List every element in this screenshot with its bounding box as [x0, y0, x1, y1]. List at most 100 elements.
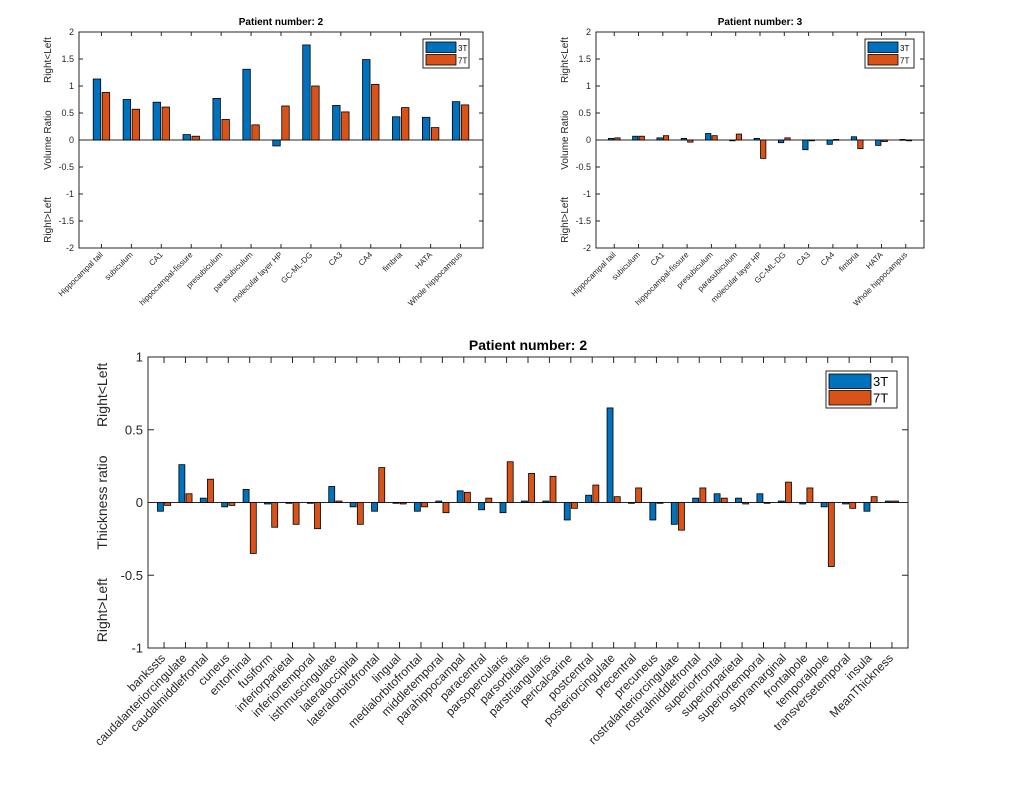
chart-bottom: Patient number: 2 1 0.5 0 -0.5 -1 Right<Left Th…	[92, 337, 909, 749]
legend-swatch-3t	[828, 373, 872, 389]
y-tick-label: -1	[583, 189, 591, 199]
bar-3t	[221, 502, 229, 508]
x-tick-label: HATA	[864, 250, 885, 271]
y-tick-label: 0.5	[125, 422, 143, 437]
bar-3t	[478, 502, 485, 511]
bar-7t	[311, 85, 320, 141]
bar-3t	[850, 136, 858, 141]
y-axis-label-upper: Right<Left	[560, 37, 571, 83]
bar-3t	[242, 68, 251, 141]
y-axis-label-upper: Right<Left	[43, 37, 54, 83]
legend-label-3t: 3T	[900, 44, 909, 53]
y-axis-label: Volume Ratio	[43, 110, 54, 170]
bar-7t	[763, 502, 771, 504]
y-tick-label: 1.5	[578, 54, 591, 64]
legend-label-7t: 7T	[873, 390, 888, 405]
x-tick-label: CA3	[795, 250, 813, 268]
bar-3t	[713, 493, 721, 503]
bar-3t	[302, 44, 311, 141]
y-tick-label: 0	[586, 135, 591, 145]
bar-7t	[335, 500, 343, 503]
chart-top-right: Patient number: 3 2 1.5 1 0.5 0 -0.5 -1 -1.5 -2 Ri…	[560, 17, 925, 308]
chart-title: Patient number: 2	[469, 337, 587, 353]
bar-3t	[705, 133, 712, 141]
y-tick-label: 2	[69, 27, 74, 37]
bar-3t	[272, 139, 281, 147]
bar-3t	[421, 116, 431, 141]
y-tick-label: -1.5	[58, 216, 74, 226]
legend-swatch-3t	[425, 41, 457, 53]
bar-3t	[820, 502, 828, 508]
bar-3t	[863, 502, 871, 512]
bar-3t	[199, 497, 207, 503]
y-tick-label: -1	[131, 641, 143, 656]
bar-7t	[784, 137, 791, 141]
bar-3t	[777, 500, 785, 503]
bar-3t	[899, 139, 906, 141]
bar-7t	[401, 107, 410, 141]
bar-3t	[680, 137, 687, 141]
bar-3t	[362, 59, 371, 141]
bar-7t	[905, 139, 913, 142]
y-axis-label-upper: Right<Left	[94, 363, 110, 427]
bar-7t	[699, 487, 707, 503]
bar-7t	[687, 139, 694, 143]
y-tick-label: 1	[136, 350, 143, 365]
bar-3t	[349, 502, 357, 508]
bar-7t	[720, 497, 728, 503]
bar-3t	[435, 500, 443, 503]
bar-7t	[292, 502, 300, 525]
bar-3t	[606, 407, 614, 503]
x-tick-label: Hippocampal tail	[57, 250, 105, 298]
bar-3t	[152, 101, 161, 141]
bar-3t	[753, 137, 760, 141]
bar-7t	[656, 502, 664, 504]
bar-7t	[161, 106, 170, 141]
bar-3t	[729, 139, 736, 142]
bar-3t	[607, 137, 615, 141]
bar-3t	[585, 494, 593, 503]
bar-3t	[628, 502, 635, 504]
y-tick-label: 0	[136, 495, 143, 510]
bar-7t	[251, 124, 260, 141]
chart-top-left: Patient number: 2 2 1.5 1 0.5 0 -0.5 -1 -1.5 -2 Ri…	[43, 17, 484, 308]
bar-3t	[802, 139, 809, 151]
bar-3t	[332, 105, 341, 141]
bar-3t	[799, 502, 807, 505]
bar-3t	[884, 500, 892, 503]
y-axis-label-lower: Right>Left	[94, 578, 110, 642]
y-tick-label: 1.5	[61, 54, 74, 64]
legend-swatch-7t	[425, 54, 457, 66]
bar-7t	[191, 135, 200, 141]
bar-7t	[185, 493, 193, 503]
bar-7t	[221, 119, 230, 141]
x-tick-label: hippocampal-fissure	[138, 250, 195, 307]
bar-7t	[806, 487, 814, 503]
y-tick-label: -0.5	[121, 568, 143, 583]
bar-7t	[463, 491, 471, 503]
bar-7t	[857, 139, 864, 150]
y-tick-label: -1	[66, 189, 74, 199]
legend-label-7t: 7T	[900, 56, 909, 65]
bar-3t	[264, 502, 271, 505]
bar-7t	[101, 92, 111, 141]
x-tick-label: CA1	[147, 250, 165, 268]
bar-3t	[157, 502, 164, 512]
bar-3t	[285, 502, 293, 504]
bar-7t	[314, 502, 321, 530]
bar-3t	[212, 98, 221, 141]
y-axis-label-lower: Right>Left	[43, 197, 54, 243]
y-tick-label: -2	[583, 243, 591, 253]
bar-3t	[875, 139, 882, 146]
bar-7t	[549, 475, 557, 503]
bar-7t	[506, 461, 514, 503]
bar-7t	[371, 83, 380, 141]
legend-swatch-3t	[867, 41, 899, 53]
x-tick-label: HATA	[413, 250, 434, 271]
bar-3t	[242, 489, 250, 503]
bar-7t	[833, 139, 840, 141]
